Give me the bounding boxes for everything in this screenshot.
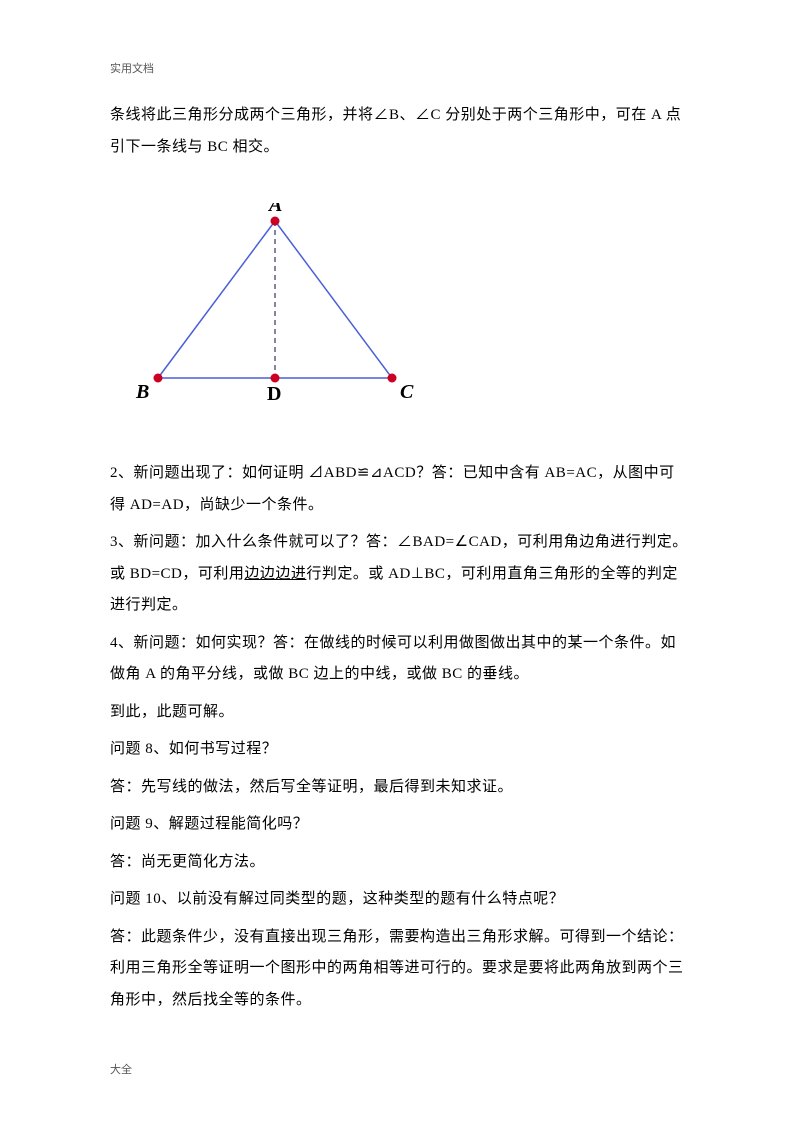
- paragraph-11: 答：此题条件少，没有直接出现三角形，需要构造出三角形求解。可得到一个结论：利用三…: [110, 922, 690, 1017]
- paragraph-8: 问题 9、解题过程能简化吗？: [110, 809, 690, 841]
- triangle-figure: A B C D: [130, 203, 690, 418]
- svg-text:C: C: [400, 381, 414, 403]
- paragraph-3: 3、新问题：加入什么条件就可以了？答：∠BAD=∠CAD，可利用角边角进行判定。…: [110, 527, 690, 622]
- triangle-svg: A B C D: [130, 203, 430, 413]
- paragraph-5: 到此，此题可解。: [110, 697, 690, 729]
- paragraph-4: 4、新问题：如何实现？答：在做线的时候可以利用做图做出其中的某一个条件。如做角 …: [110, 628, 690, 691]
- svg-text:A: A: [267, 203, 282, 216]
- paragraph-7: 答：先写线的做法，然后写全等证明，最后得到未知求证。: [110, 772, 690, 804]
- page-footer: 大全: [110, 1061, 132, 1077]
- paragraph-9: 答：尚无更简化方法。: [110, 847, 690, 879]
- paragraph-2: 2、新问题出现了：如何证明 ⊿ABD≌⊿ACD？答：已知中含有 AB=AC，从图…: [110, 458, 690, 521]
- page-header: 实用文档: [110, 60, 690, 76]
- svg-text:B: B: [135, 381, 149, 403]
- page: 实用文档 条线将此三角形分成两个三角形，并将∠B、∠C 分别处于两个三角形中，可…: [0, 0, 800, 1132]
- paragraph-10: 问题 10、以前没有解过同类型的题，这种类型的题有什么特点呢？: [110, 884, 690, 916]
- svg-text:D: D: [267, 383, 281, 405]
- paragraph-1: 条线将此三角形分成两个三角形，并将∠B、∠C 分别处于两个三角形中，可在 A 点…: [110, 100, 690, 163]
- paragraph-6: 问题 8、如何书写过程？: [110, 734, 690, 766]
- p3-part-b-underline: 边边边进: [244, 566, 306, 582]
